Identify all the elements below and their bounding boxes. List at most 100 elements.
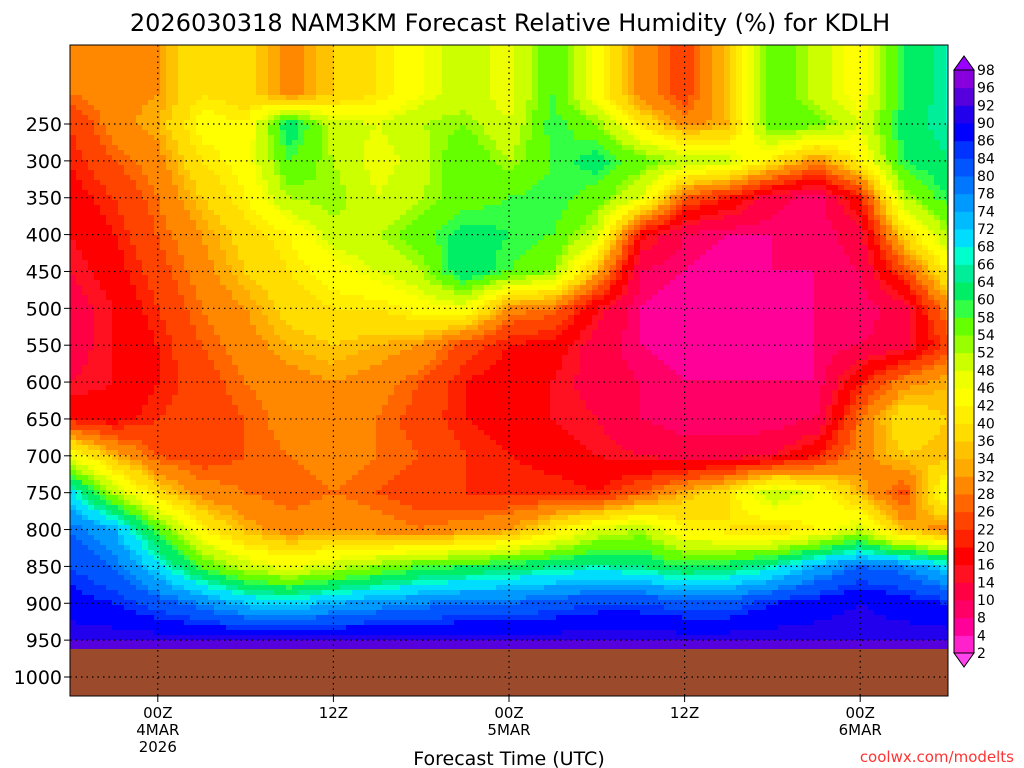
field-cell [82, 410, 89, 416]
field-cell [292, 65, 299, 71]
field-cell [148, 380, 155, 386]
field-cell [268, 430, 275, 436]
field-cell [196, 520, 203, 526]
field-cell [172, 100, 179, 106]
field-cell [106, 425, 113, 431]
field-cell [274, 75, 281, 81]
field-cell [274, 175, 281, 181]
field-cell [196, 375, 203, 381]
field-cell [244, 395, 251, 401]
field-cell [112, 480, 119, 486]
field-cell [112, 445, 119, 451]
field-cell [130, 120, 137, 126]
field-cell [214, 370, 221, 376]
field-cell [70, 185, 77, 191]
field-cell [118, 455, 125, 461]
field-cell [106, 215, 113, 221]
field-cell [244, 475, 251, 481]
field-cell [148, 360, 155, 366]
field-cell [286, 345, 293, 351]
field-cell [82, 480, 89, 486]
field-cell [196, 435, 203, 441]
field-cell [202, 85, 209, 91]
field-cell [286, 390, 293, 396]
field-cell [94, 555, 101, 561]
field-cell [214, 275, 221, 281]
field-cell [166, 85, 173, 91]
field-cell [256, 85, 263, 91]
field-cell [106, 350, 113, 356]
field-cell [196, 180, 203, 186]
field-cell [160, 130, 167, 136]
field-cell [232, 55, 239, 61]
field-cell [118, 335, 125, 341]
field-cell [238, 200, 245, 206]
field-cell [280, 575, 287, 581]
field-cell [238, 515, 245, 521]
field-cell [232, 345, 239, 351]
field-cell [220, 155, 227, 161]
field-cell [76, 175, 83, 181]
field-cell [256, 255, 263, 261]
field-cell [106, 595, 113, 601]
field-cell [178, 505, 185, 511]
field-cell [196, 575, 203, 581]
field-cell [76, 625, 83, 631]
field-cell [244, 235, 251, 241]
field-cell [142, 345, 149, 351]
field-cell [142, 495, 149, 501]
field-cell [70, 390, 77, 396]
field-cell [202, 390, 209, 396]
field-cell [76, 300, 83, 306]
field-cell [202, 210, 209, 216]
field-cell [112, 410, 119, 416]
field-cell [268, 380, 275, 386]
field-cell [76, 610, 83, 616]
field-cell [184, 80, 191, 86]
field-cell [274, 235, 281, 241]
field-cell [238, 60, 245, 66]
field-cell [274, 475, 281, 481]
field-cell [82, 45, 89, 51]
field-cell [100, 50, 107, 56]
field-cell [256, 225, 263, 231]
field-cell [244, 380, 251, 386]
field-cell [256, 545, 263, 551]
field-cell [124, 425, 131, 431]
field-cell [250, 565, 257, 571]
field-cell [70, 240, 77, 246]
field-cell [136, 610, 143, 616]
field-cell [136, 250, 143, 256]
field-cell [136, 285, 143, 291]
field-cell [262, 50, 269, 56]
field-cell [280, 460, 287, 466]
field-cell [100, 65, 107, 71]
field-cell [130, 475, 137, 481]
field-cell [172, 390, 179, 396]
field-cell [88, 580, 95, 586]
field-cell [160, 315, 167, 321]
field-cell [262, 165, 269, 171]
field-cell [220, 350, 227, 356]
field-cell [214, 225, 221, 231]
field-cell [118, 630, 125, 636]
field-cell [268, 595, 275, 601]
field-cell [274, 290, 281, 296]
field-cell [196, 95, 203, 101]
field-cell [280, 135, 287, 141]
field-cell [76, 390, 83, 396]
field-cell [244, 200, 251, 206]
field-cell [274, 265, 281, 271]
field-cell [274, 390, 281, 396]
field-cell [256, 420, 263, 426]
field-cell [100, 520, 107, 526]
field-cell [154, 570, 161, 576]
field-cell [214, 45, 221, 51]
field-cell [112, 300, 119, 306]
field-cell [178, 45, 185, 51]
field-cell [226, 640, 233, 646]
field-cell [130, 535, 137, 541]
field-cell [118, 200, 125, 206]
field-cell [172, 60, 179, 66]
field-cell [226, 425, 233, 431]
